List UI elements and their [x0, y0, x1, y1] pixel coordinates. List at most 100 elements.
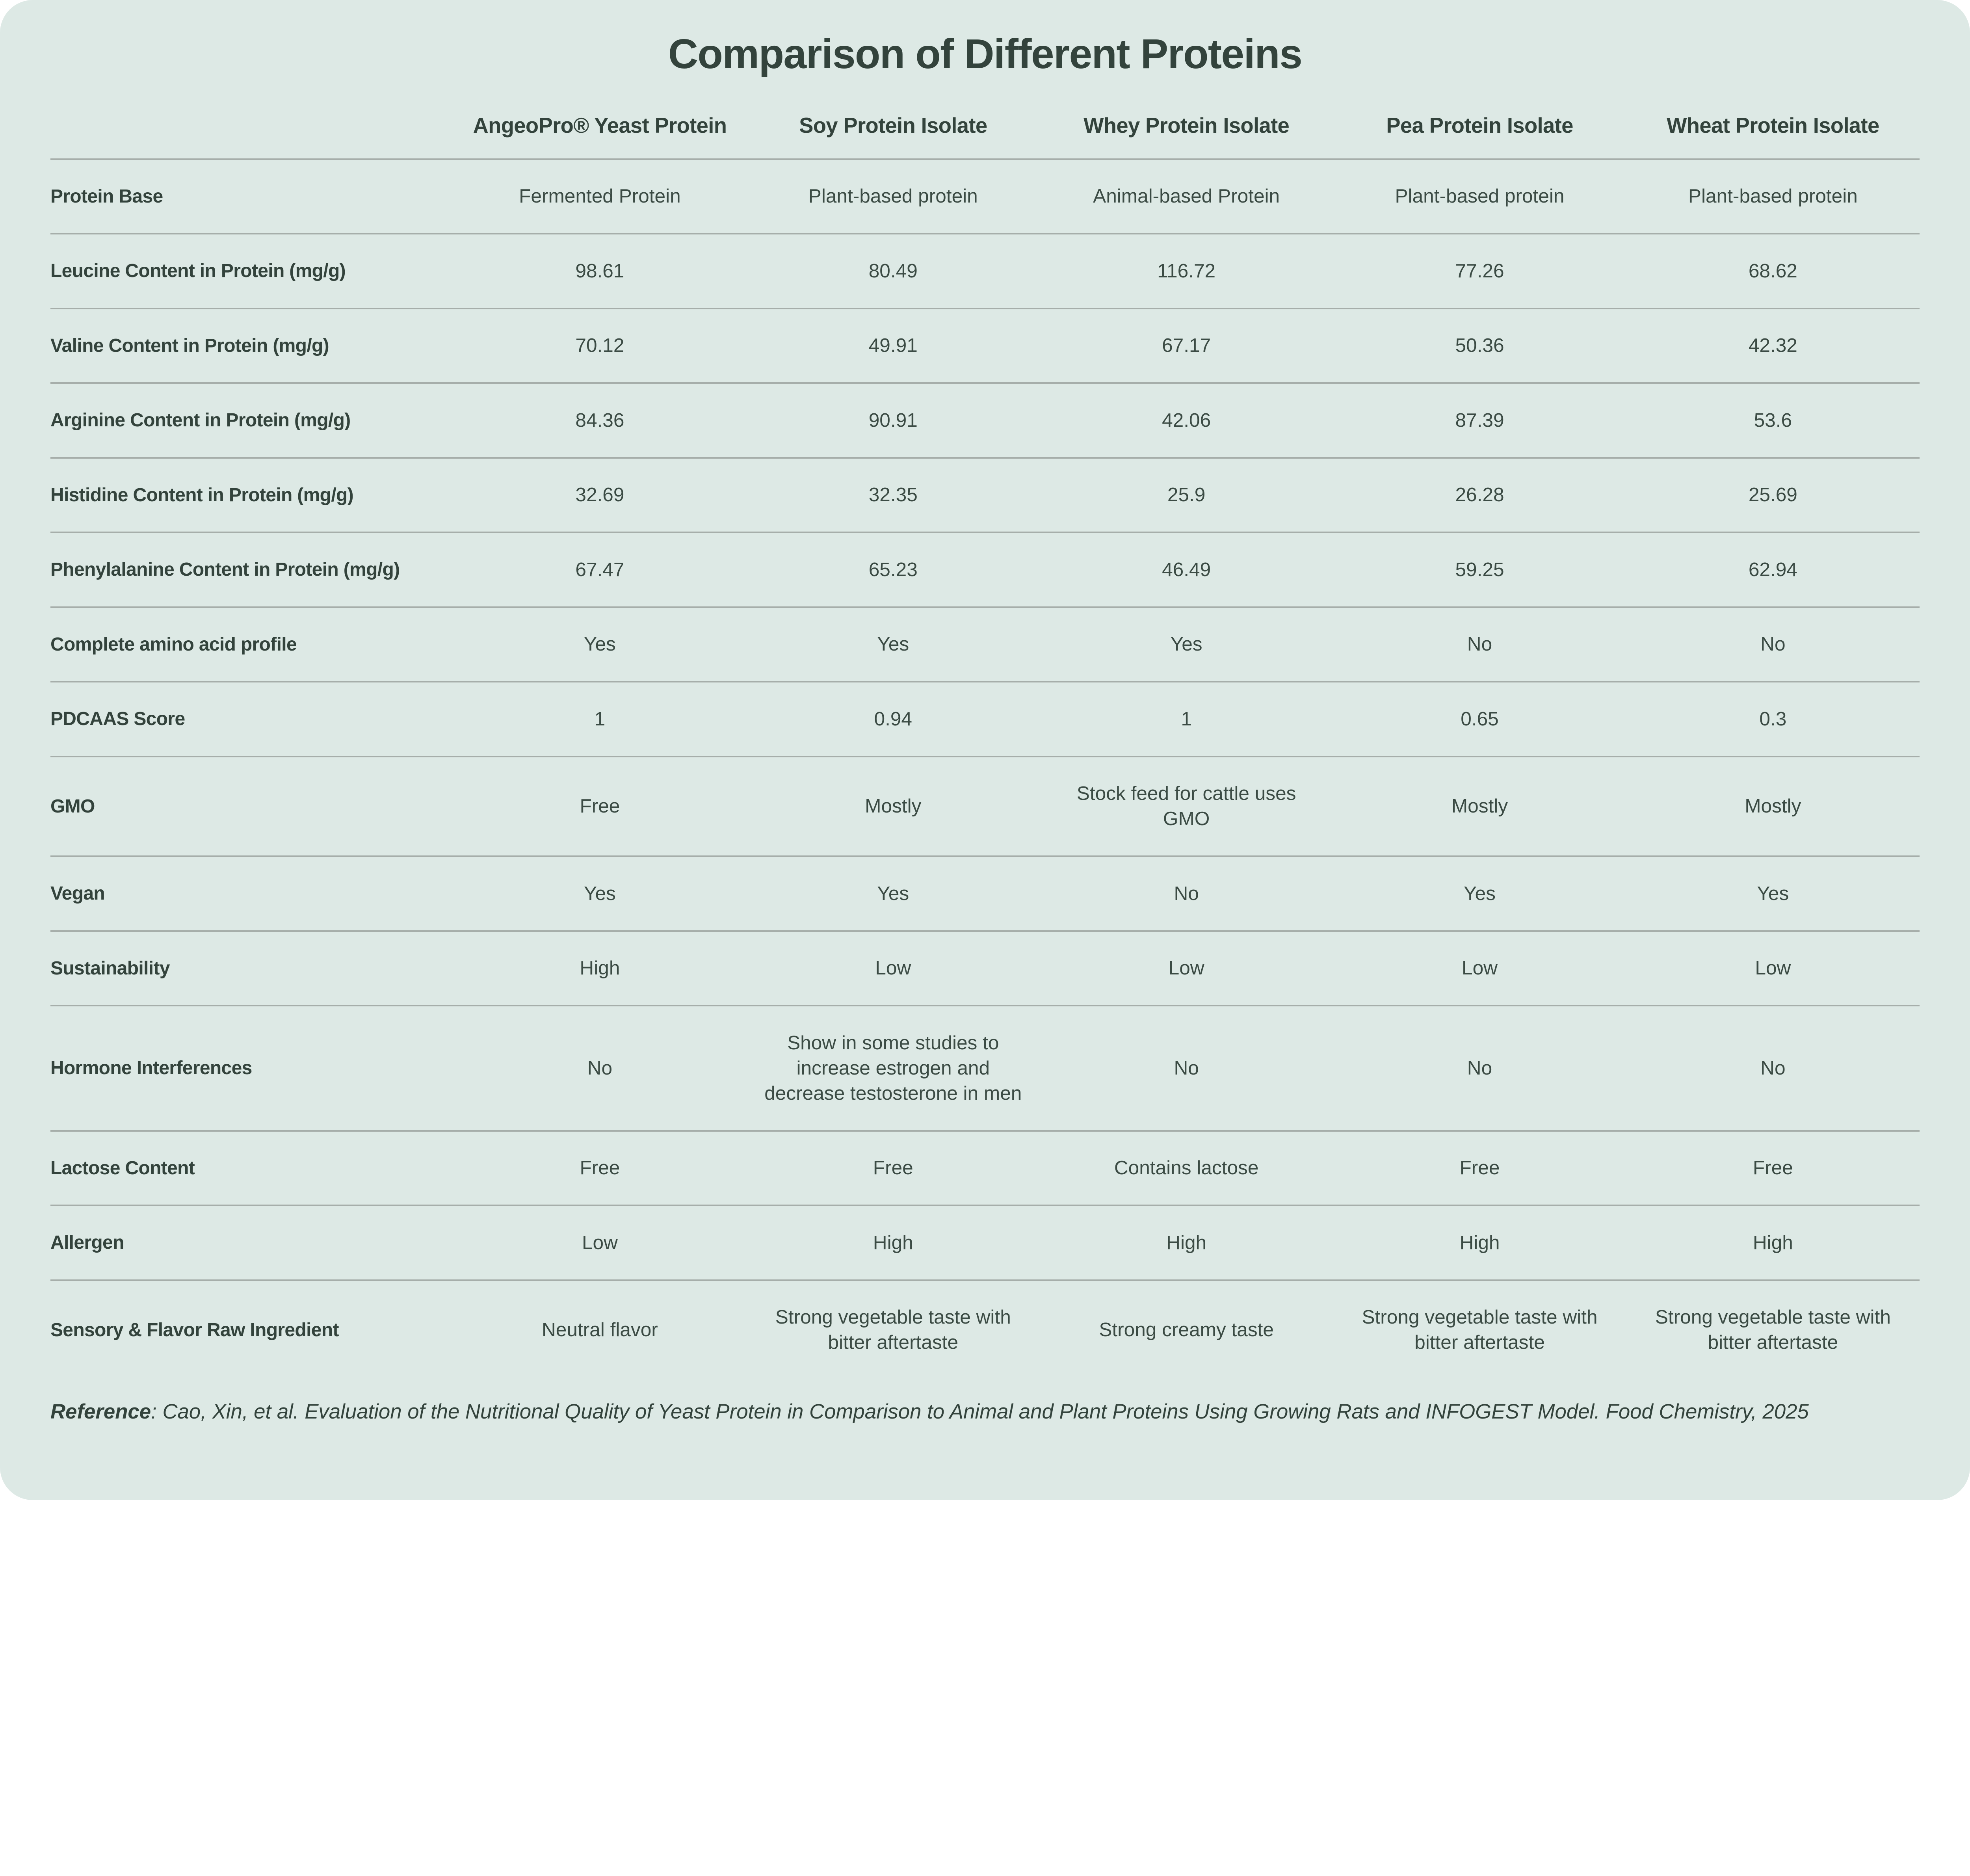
row-label: Lactose Content: [50, 1157, 195, 1179]
row-label: Allergen: [50, 1232, 124, 1253]
column-header-soy: Soy Protein Isolate: [799, 113, 987, 138]
cell: Plant-based protein: [808, 185, 978, 207]
table-row-sensory: Sensory & Flavor Raw Ingredient Neutral …: [50, 1279, 1920, 1380]
table-row-gmo: GMO Free Mostly Stock feed for cattle us…: [50, 755, 1920, 856]
cell: Strong vegetable taste with bitter after…: [1655, 1306, 1891, 1354]
cell: 65.23: [868, 558, 918, 580]
row-label: Protein Base: [50, 186, 163, 207]
cell: Low: [582, 1231, 618, 1253]
cell: No: [1467, 1056, 1492, 1079]
cell: High: [873, 1231, 913, 1253]
cell: Stock feed for cattle uses GMO: [1076, 782, 1296, 830]
cell: Yes: [877, 633, 909, 655]
cell: Free: [1753, 1156, 1793, 1179]
cell: 0.94: [874, 707, 913, 730]
cell: 0.3: [1759, 707, 1787, 730]
cell: 62.94: [1748, 558, 1797, 580]
row-label: Sensory & Flavor Raw Ingredient: [50, 1319, 339, 1341]
row-label-column-spacer: [50, 108, 453, 146]
cell: 70.12: [575, 334, 624, 357]
table-header-row: AngeoPro® Yeast Protein Soy Protein Isol…: [50, 96, 1920, 158]
cell: 87.39: [1455, 409, 1504, 431]
cell: 25.69: [1748, 483, 1797, 506]
column-header-whey: Whey Protein Isolate: [1084, 113, 1290, 138]
row-label: Leucine Content in Protein (mg/g): [50, 260, 346, 282]
cell: Yes: [584, 633, 616, 655]
cell: 90.91: [868, 409, 918, 431]
row-label: Histidine Content in Protein (mg/g): [50, 484, 354, 506]
reference-label: Reference: [50, 1400, 151, 1423]
cell: Fermented Protein: [519, 185, 681, 207]
row-label: Phenylalanine Content in Protein (mg/g): [50, 559, 400, 580]
row-label: Valine Content in Protein (mg/g): [50, 335, 329, 356]
cell: 116.72: [1157, 259, 1216, 282]
row-label: Hormone Interferences: [50, 1058, 252, 1079]
cell: Contains lactose: [1114, 1156, 1259, 1179]
cell: No: [1174, 882, 1199, 904]
cell: Yes: [1464, 882, 1496, 904]
cell: 50.36: [1455, 334, 1504, 357]
cell: 42.32: [1748, 334, 1797, 357]
row-label: GMO: [50, 796, 95, 817]
cell: No: [1760, 1056, 1786, 1079]
table-row-valine: Valine Content in Protein (mg/g) 70.12 4…: [50, 307, 1920, 383]
cell: Free: [1459, 1156, 1500, 1179]
row-label: PDCAAS Score: [50, 708, 185, 730]
table-row-allergen: Allergen Low High High High High: [50, 1205, 1920, 1279]
row-label: Arginine Content in Protein (mg/g): [50, 410, 351, 431]
cell: Plant-based protein: [1395, 185, 1565, 207]
cell: Low: [1755, 957, 1791, 979]
cell: High: [1753, 1231, 1793, 1253]
cell: 84.36: [575, 409, 624, 431]
reference-separator: :: [151, 1400, 163, 1423]
cell: Strong vegetable taste with bitter after…: [1362, 1306, 1598, 1354]
table-row-histidine: Histidine Content in Protein (mg/g) 32.6…: [50, 457, 1920, 532]
cell: Free: [873, 1156, 913, 1179]
cell: Animal-based Protein: [1093, 185, 1280, 207]
table-row-complete-profile: Complete amino acid profile Yes Yes Yes …: [50, 606, 1920, 681]
table-row-pdcaas: PDCAAS Score 1 0.94 1 0.65 0.3: [50, 681, 1920, 756]
cell: 1: [1181, 707, 1192, 730]
cell: Mostly: [1745, 795, 1801, 817]
cell: Strong creamy taste: [1099, 1318, 1274, 1341]
cell: Yes: [584, 882, 616, 904]
cell: 25.9: [1167, 483, 1206, 506]
table-row-arginine: Arginine Content in Protein (mg/g) 84.36…: [50, 382, 1920, 457]
cell: 32.35: [868, 483, 918, 506]
reference-text: Cao, Xin, et al. Evaluation of the Nutri…: [162, 1400, 1809, 1423]
cell: Low: [1462, 957, 1498, 979]
cell: 32.69: [575, 483, 624, 506]
cell: 0.65: [1461, 707, 1499, 730]
cell: 77.26: [1455, 259, 1504, 282]
cell: Mostly: [865, 795, 922, 817]
cell: 80.49: [868, 259, 918, 282]
column-header-angeopro: AngeoPro® Yeast Protein: [473, 113, 727, 138]
cell: No: [1174, 1056, 1199, 1079]
table-row-protein-base: Protein Base Fermented Protein Plant-bas…: [50, 158, 1920, 233]
table-row-sustainability: Sustainability High Low Low Low Low: [50, 930, 1920, 1005]
cell: Show in some studies to increase estroge…: [764, 1031, 1022, 1104]
cell: 67.17: [1162, 334, 1211, 357]
reference: Reference: Cao, Xin, et al. Evaluation o…: [50, 1397, 1920, 1427]
page-title: Comparison of Different Proteins: [668, 30, 1303, 77]
table-row-lactose: Lactose Content Free Free Contains lacto…: [50, 1130, 1920, 1205]
row-label: Complete amino acid profile: [50, 634, 297, 655]
table-row-leucine: Leucine Content in Protein (mg/g) 98.61 …: [50, 233, 1920, 308]
cell: Yes: [1170, 633, 1202, 655]
comparison-card: Comparison of Different Proteins AngeoPr…: [0, 0, 1970, 1500]
cell: 1: [594, 707, 606, 730]
cell: Low: [875, 957, 911, 979]
cell: High: [1166, 1231, 1207, 1253]
cell: Free: [580, 795, 620, 817]
column-header-wheat: Wheat Protein Isolate: [1667, 113, 1879, 138]
cell: Yes: [1757, 882, 1789, 904]
cell: Low: [1168, 957, 1204, 979]
cell: 42.06: [1162, 409, 1211, 431]
comparison-table: AngeoPro® Yeast Protein Soy Protein Isol…: [50, 96, 1920, 1380]
cell: No: [1467, 633, 1492, 655]
table-row-vegan: Vegan Yes Yes No Yes Yes: [50, 855, 1920, 930]
cell: Free: [580, 1156, 620, 1179]
table-row-phenylalanine: Phenylalanine Content in Protein (mg/g) …: [50, 532, 1920, 606]
row-label: Vegan: [50, 883, 105, 904]
column-header-pea: Pea Protein Isolate: [1386, 113, 1573, 138]
